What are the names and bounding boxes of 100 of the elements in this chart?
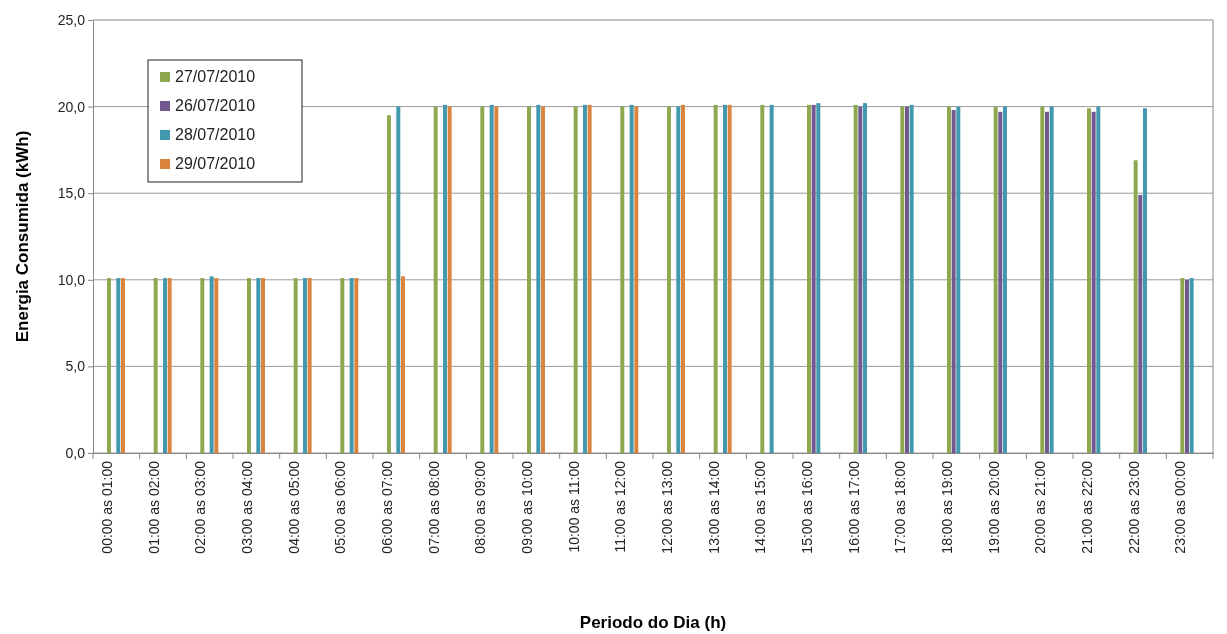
- x-tick-label: 09:00 as 10:00: [519, 460, 536, 554]
- bar: [247, 278, 251, 453]
- x-tick-label: 03:00 as 04:00: [239, 460, 256, 554]
- y-tick-label: 5,0: [65, 358, 86, 375]
- bar: [1189, 278, 1194, 453]
- x-tick-label: 18:00 as 19:00: [939, 460, 956, 554]
- bar: [1143, 108, 1147, 453]
- bar: [494, 106, 499, 453]
- bar: [209, 276, 214, 453]
- y-axis-title: Energia Consumida (kWh): [13, 130, 32, 343]
- x-tick-label: 13:00 as 14:00: [705, 460, 722, 554]
- bar: [629, 104, 634, 453]
- bar: [713, 104, 718, 453]
- bar: [1003, 106, 1007, 453]
- bar: [293, 278, 298, 453]
- bar: [1096, 106, 1101, 453]
- x-tick-label: 00:00 as 01:00: [99, 460, 116, 554]
- bar: [153, 278, 158, 453]
- bar: [396, 106, 401, 453]
- bar: [443, 104, 447, 453]
- x-tick-label: 12:00 as 13:00: [659, 460, 676, 554]
- bar: [769, 104, 774, 453]
- x-tick-label: 06:00 as 07:00: [379, 460, 396, 554]
- x-tick-label: 20:00 as 21:00: [1032, 460, 1049, 554]
- x-tick-label: 05:00 as 06:00: [332, 460, 349, 554]
- x-tick-label: 07:00 as 08:00: [425, 460, 442, 554]
- x-tick-label: 15:00 as 16:00: [799, 460, 816, 554]
- bar: [947, 106, 951, 453]
- bar: [489, 104, 494, 453]
- bar: [214, 278, 219, 453]
- bar: [1091, 111, 1096, 453]
- bar: [116, 278, 121, 453]
- bar: [1180, 278, 1185, 453]
- bar: [1049, 106, 1054, 453]
- bar: [723, 104, 727, 453]
- bar: [340, 278, 345, 453]
- bar: [951, 110, 956, 453]
- bar: [956, 106, 961, 453]
- x-tick-label: 10:00 as 11:00: [565, 460, 582, 553]
- bar: [807, 104, 811, 453]
- bar: [387, 115, 391, 453]
- y-tick-label: 20,0: [57, 98, 86, 115]
- x-tick-label: 14:00 as 15:00: [752, 460, 769, 554]
- x-tick-label: 23:00 as 00:00: [1172, 460, 1189, 554]
- bar: [354, 278, 359, 453]
- bar: [1045, 111, 1049, 453]
- bar: [121, 278, 125, 453]
- bar: [998, 111, 1003, 453]
- bar: [200, 278, 205, 453]
- bar: [587, 104, 592, 453]
- bar: [536, 104, 541, 453]
- bar: [1040, 106, 1045, 453]
- x-tick-label: 01:00 as 02:00: [145, 460, 162, 554]
- bar: [667, 106, 671, 453]
- bar: [167, 278, 172, 453]
- legend-label: 28/07/2010: [175, 126, 256, 143]
- bar: [634, 106, 639, 453]
- bar: [620, 106, 625, 453]
- bar: [433, 106, 438, 453]
- y-tick-label: 25,0: [57, 11, 86, 28]
- x-tick-label: 08:00 as 09:00: [472, 460, 489, 554]
- bar: [727, 104, 732, 453]
- bar: [993, 106, 998, 453]
- bar: [760, 104, 765, 453]
- bar: [905, 106, 909, 453]
- y-tick-label: 10,0: [57, 271, 86, 288]
- bar: [163, 278, 167, 453]
- bar: [1185, 279, 1189, 453]
- bar: [541, 106, 545, 453]
- x-tick-label: 11:00 as 12:00: [612, 460, 629, 553]
- bar: [900, 106, 905, 453]
- bar: [681, 104, 685, 453]
- bar: [816, 103, 821, 453]
- x-tick-label: 17:00 as 18:00: [892, 460, 909, 554]
- bar: [307, 278, 312, 453]
- bar: [858, 106, 863, 453]
- y-tick-label: 0,0: [65, 444, 86, 461]
- bar: [863, 103, 867, 453]
- x-tick-label: 19:00 as 20:00: [985, 460, 1002, 554]
- bar: [349, 278, 354, 453]
- bar: [401, 276, 405, 453]
- x-tick-label: 22:00 as 23:00: [1125, 460, 1142, 554]
- x-tick-label: 04:00 as 05:00: [285, 460, 302, 554]
- x-tick-label: 02:00 as 03:00: [192, 460, 209, 554]
- bar: [583, 104, 587, 453]
- bar: [107, 278, 111, 453]
- bar: [447, 106, 452, 453]
- bar: [573, 106, 578, 453]
- bar: [1133, 160, 1138, 453]
- legend-label: 26/07/2010: [175, 97, 256, 114]
- bar: [480, 106, 485, 453]
- bar: [853, 104, 858, 453]
- legend-label: 29/07/2010: [175, 155, 256, 172]
- bar: [256, 278, 261, 453]
- bar: [303, 278, 307, 453]
- bar: [527, 106, 531, 453]
- bar: [676, 106, 681, 453]
- y-tick-label: 15,0: [57, 185, 86, 202]
- bar: [909, 104, 914, 453]
- bar: [1138, 194, 1143, 453]
